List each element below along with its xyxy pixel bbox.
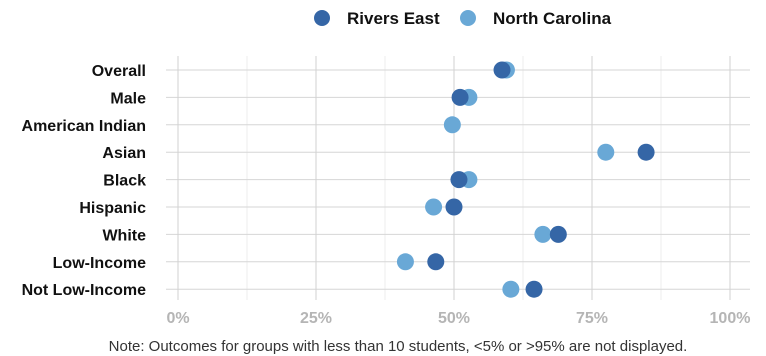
point-north-carolina-asian xyxy=(597,143,615,161)
legend-label-north-carolina: North Carolina xyxy=(493,9,612,28)
category-label-black: Black xyxy=(103,173,146,190)
category-label-white: White xyxy=(102,227,146,244)
legend-label-rivers-east: Rivers East xyxy=(347,9,440,28)
x-tick-label-25: 25% xyxy=(300,310,332,327)
point-rivers-east-white xyxy=(549,225,567,243)
x-tick-label-0: 0% xyxy=(166,310,189,327)
category-labels: Overall Male American Indian Asian Black Hisp… xyxy=(22,63,147,299)
category-label-american-indian: American Indian xyxy=(22,118,146,135)
legend-marker-north-carolina xyxy=(460,10,476,26)
point-north-carolina-american-indian xyxy=(443,116,461,134)
point-north-carolina-hispanic xyxy=(425,198,443,216)
category-label-male: Male xyxy=(110,90,146,107)
data-points xyxy=(396,61,655,298)
x-tick-label-100: 100% xyxy=(710,310,751,327)
point-north-carolina-white xyxy=(534,225,552,243)
x-tick-label-50: 50% xyxy=(438,310,470,327)
category-label-hispanic: Hispanic xyxy=(79,200,146,217)
legend: Rivers East North Carolina xyxy=(314,9,612,28)
point-rivers-east-asian xyxy=(637,143,655,161)
point-rivers-east-hispanic xyxy=(445,198,463,216)
point-rivers-east-male xyxy=(451,88,469,106)
legend-marker-rivers-east xyxy=(314,10,330,26)
x-axis-tick-labels: 0% 25% 50% 75% 100% xyxy=(166,310,750,327)
category-label-low-income: Low-Income xyxy=(53,255,146,272)
point-north-carolina-not-low-income xyxy=(502,280,520,298)
category-label-asian: Asian xyxy=(102,145,146,162)
x-tick-label-75: 75% xyxy=(576,310,608,327)
point-north-carolina-low-income xyxy=(396,253,414,271)
category-label-not-low-income: Not Low-Income xyxy=(22,282,147,299)
point-rivers-east-overall xyxy=(493,61,511,79)
chart-note: Note: Outcomes for groups with less than… xyxy=(109,338,688,355)
point-rivers-east-not-low-income xyxy=(525,280,543,298)
point-rivers-east-black xyxy=(450,171,468,189)
point-rivers-east-low-income xyxy=(427,253,445,271)
category-label-overall: Overall xyxy=(92,63,146,80)
